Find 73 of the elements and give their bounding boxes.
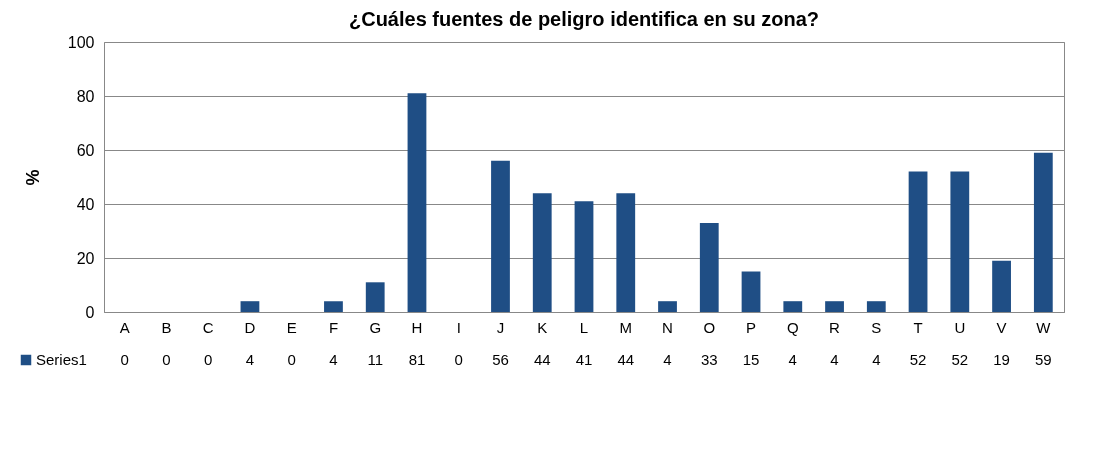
x-tick-label: S: [871, 318, 882, 336]
x-tick-label: G: [369, 318, 382, 336]
x-tick-label: R: [829, 318, 841, 336]
bar: [365, 282, 385, 312]
bar: [1033, 152, 1053, 312]
data-label: 81: [408, 351, 426, 368]
x-tick-label: P: [746, 318, 757, 336]
data-label: 0: [120, 351, 129, 368]
x-tick-label: Q: [786, 318, 799, 336]
bar: [866, 301, 886, 312]
legend-label: Series1: [36, 351, 87, 368]
bar: [741, 271, 761, 312]
data-label: 56: [492, 351, 509, 368]
x-tick-label: J: [496, 318, 505, 336]
data-label: 19: [993, 351, 1010, 368]
data-label: 0: [454, 351, 463, 368]
bar: [491, 160, 510, 312]
bar: [574, 201, 594, 312]
y-tick-label: 60: [76, 141, 95, 159]
bar: [992, 260, 1011, 312]
bar: [658, 301, 677, 312]
data-label: 44: [533, 351, 551, 368]
bar: [240, 301, 260, 312]
y-tick-label: 100: [67, 33, 95, 51]
bar: [950, 171, 970, 312]
x-tick-label: I: [456, 318, 461, 336]
y-axis-title: %: [22, 169, 43, 186]
x-tick-label: W: [1036, 318, 1052, 336]
data-label: 4: [663, 351, 672, 368]
x-tick-label: T: [913, 318, 923, 336]
data-label: 52: [951, 351, 969, 368]
y-tick-label: 0: [85, 303, 95, 321]
x-tick-label: C: [202, 318, 214, 336]
bar: [407, 93, 427, 312]
data-label: 4: [872, 351, 881, 368]
chart-title: ¿Cuáles fuentes de peligro identifica en su zona?: [348, 8, 820, 30]
bar: [908, 171, 928, 312]
y-tick-label: 80: [76, 87, 95, 105]
y-tick-label: 20: [76, 249, 95, 267]
data-label: 4: [830, 351, 839, 368]
data-label: 41: [575, 351, 593, 368]
data-label: 52: [909, 351, 927, 368]
bar: [616, 193, 636, 312]
x-tick-label: E: [286, 318, 297, 336]
data-label: 59: [1034, 351, 1052, 368]
data-label: 11: [367, 351, 383, 368]
data-label: 0: [204, 351, 213, 368]
bar: [825, 301, 844, 312]
data-label: 0: [287, 351, 296, 368]
bar: [324, 301, 343, 312]
bar: [699, 222, 719, 312]
x-tick-label: U: [954, 318, 966, 336]
x-tick-label: H: [411, 318, 423, 336]
x-tick-label: M: [619, 318, 633, 336]
x-tick-label: K: [537, 318, 548, 336]
bar: [532, 193, 552, 312]
x-tick-label: A: [119, 318, 130, 336]
data-label: 4: [329, 351, 338, 368]
data-label: 15: [742, 351, 760, 368]
y-tick-label: 40: [76, 195, 95, 213]
x-tick-label: D: [244, 318, 256, 336]
data-label: 4: [245, 351, 255, 368]
x-tick-label: B: [161, 318, 172, 336]
x-tick-label: O: [703, 318, 716, 336]
data-label: 33: [700, 351, 718, 368]
data-label: 4: [788, 351, 797, 368]
x-tick-label: V: [996, 318, 1007, 336]
x-tick-label: L: [579, 318, 589, 336]
x-tick-label: N: [662, 318, 673, 336]
data-label: 0: [162, 351, 171, 368]
x-tick-label: F: [328, 318, 339, 336]
bar: [783, 301, 803, 312]
data-label: 44: [617, 351, 635, 368]
